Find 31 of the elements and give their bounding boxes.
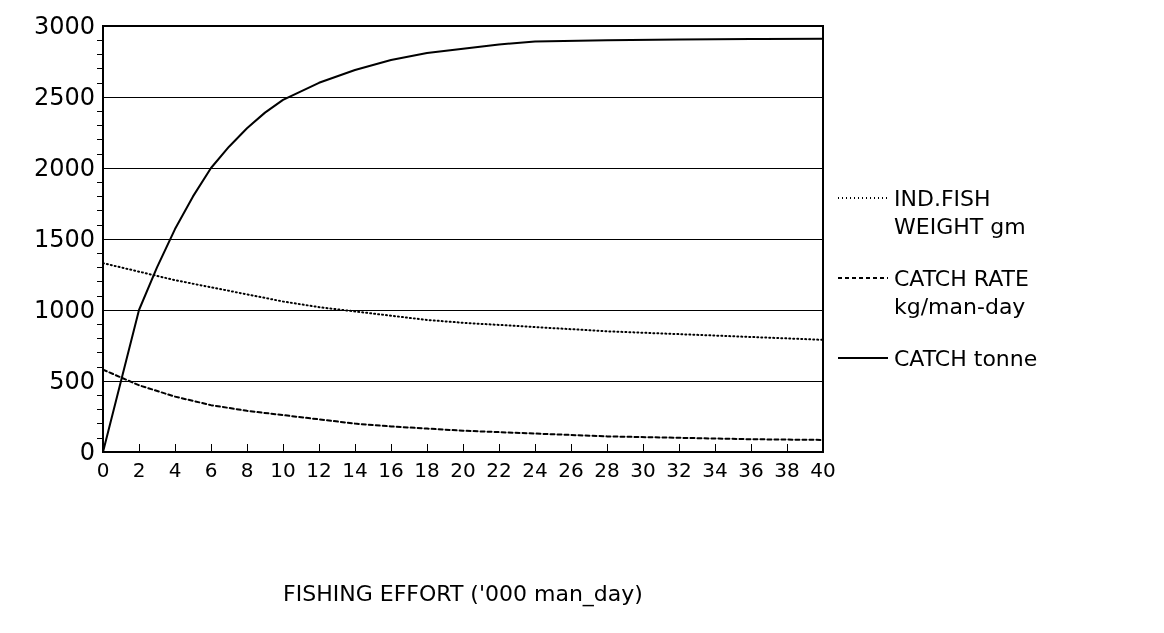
x-tick-label: 34 xyxy=(702,458,728,482)
x-tick-label: 18 xyxy=(414,458,440,482)
x-tick-label: 10 xyxy=(270,458,296,482)
x-tick-label: 4 xyxy=(168,458,182,482)
x-tick-label: 2 xyxy=(132,458,146,482)
x-tick-label: 20 xyxy=(450,458,476,482)
y-tick-label: 2500 xyxy=(33,83,95,111)
x-tick-label: 30 xyxy=(630,458,656,482)
x-tick-label: 32 xyxy=(666,458,692,482)
x-tick-label: 14 xyxy=(342,458,368,482)
y-tick-label: 2000 xyxy=(33,154,95,182)
x-tick-label: 40 xyxy=(810,458,836,482)
legend-label: IND.FISH WEIGHT gm xyxy=(894,185,1026,239)
x-tick-label: 36 xyxy=(738,458,764,482)
x-tick-label: 8 xyxy=(240,458,254,482)
legend-label: CATCH tonne xyxy=(894,345,1038,371)
x-tick-label: 16 xyxy=(378,458,404,482)
x-axis-title: FISHING EFFORT ('000 man_day) xyxy=(283,580,643,607)
x-tick-label: 22 xyxy=(486,458,512,482)
y-tick-label: 1000 xyxy=(33,296,95,324)
x-tick-label: 38 xyxy=(774,458,800,482)
x-tick-label: 6 xyxy=(204,458,218,482)
x-tick-label: 28 xyxy=(594,458,620,482)
x-tick-label: 12 xyxy=(306,458,332,482)
x-tick-label: 0 xyxy=(96,458,110,482)
y-tick-label: 3000 xyxy=(33,12,95,40)
x-tick-label: 24 xyxy=(522,458,548,482)
legend-label: CATCH RATE kg/man-day xyxy=(894,265,1036,319)
x-tick-label: 26 xyxy=(558,458,584,482)
y-tick-label: 1500 xyxy=(33,225,95,253)
y-tick-label: 500 xyxy=(49,367,95,395)
